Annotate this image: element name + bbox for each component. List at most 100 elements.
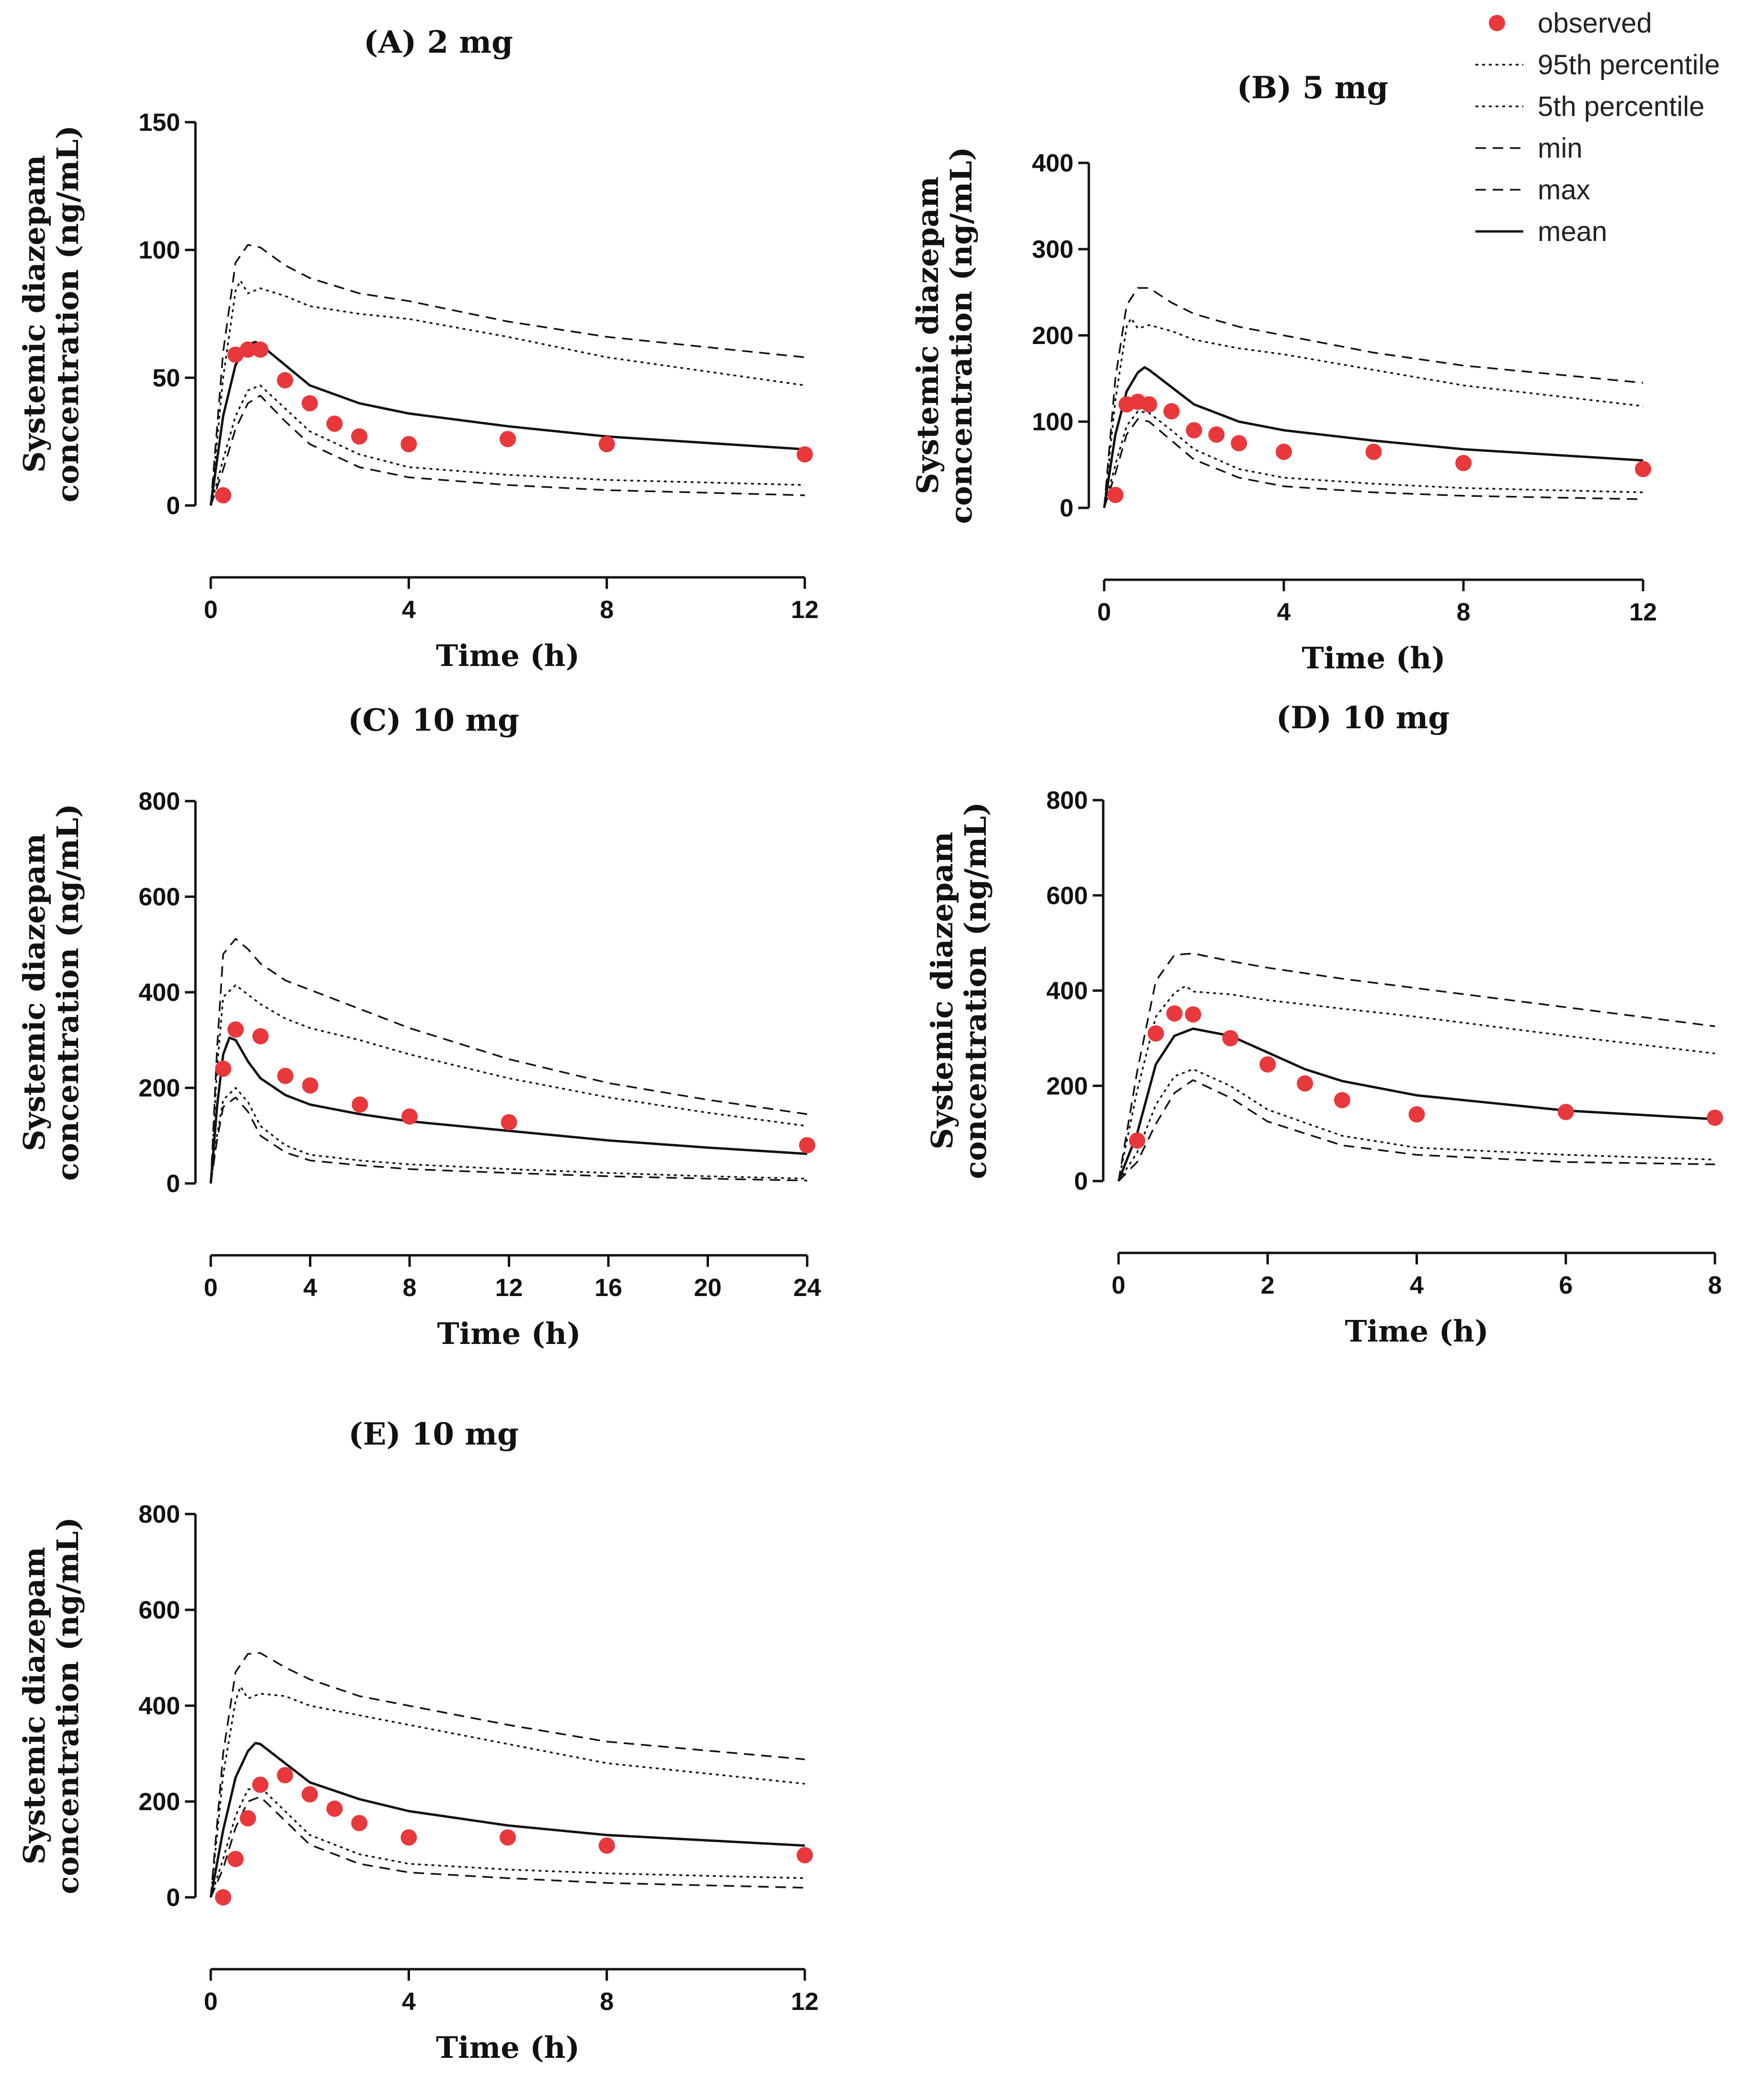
series-mean — [209, 341, 805, 506]
series-5th-percentile — [1118, 1068, 1715, 1182]
x-axis-label: Time (h) — [436, 2030, 580, 2065]
panel-a: (A) 2 mg 0 50 100 150 0 4 8 12 Time (h) Systemic d… — [17, 24, 819, 673]
x-tick-label: 4 — [402, 1988, 416, 2016]
observed-point — [1259, 1056, 1276, 1073]
observed-point — [1557, 1103, 1574, 1120]
y-tick-label: 600 — [138, 1596, 180, 1624]
y-axis-label-line1: Systemic diazepam — [17, 1547, 52, 1864]
legend-label-observed: observed — [1538, 8, 1652, 39]
panel-title: (D) 10 mg — [1276, 700, 1450, 736]
series-min — [1118, 1079, 1715, 1182]
panel-title: (A) 2 mg — [364, 24, 513, 60]
legend-item-observed: observed — [1489, 8, 1652, 39]
x-tick-label: 8 — [600, 596, 614, 624]
y-axis-label-line2: concentration (ng/mL) — [944, 147, 979, 524]
observed-point — [1163, 403, 1180, 420]
x-axis-label: Time (h) — [437, 1316, 581, 1351]
x-tick-label: 0 — [204, 1274, 218, 1302]
legend-label-p5: 5th percentile — [1538, 91, 1704, 122]
observed-point — [351, 428, 367, 445]
series-max — [1118, 952, 1715, 1182]
x-tick-label: 0 — [1112, 1272, 1126, 1299]
series-mean — [209, 1036, 808, 1184]
observed-point — [227, 1021, 244, 1038]
x-tick-label: 4 — [402, 596, 416, 624]
observed-point — [500, 431, 516, 448]
observed-point — [277, 372, 293, 389]
series-mean — [209, 1742, 805, 1898]
observed-point — [799, 1137, 815, 1154]
observed-point — [797, 446, 813, 463]
x-tick-label: 8 — [1457, 598, 1471, 626]
observed-point — [1186, 422, 1202, 438]
y-axis-label-line1: Systemic diazepam — [910, 176, 945, 494]
x-tick-label: 8 — [1708, 1272, 1722, 1299]
observed-point — [401, 1108, 418, 1125]
panel-title: (C) 10 mg — [348, 702, 519, 738]
x-axis-label: Time (h) — [1345, 1314, 1488, 1349]
y-tick-label: 0 — [1074, 1168, 1088, 1195]
legend-label-min: min — [1538, 133, 1582, 164]
series-min — [210, 394, 805, 506]
x-tick-label: 12 — [791, 1988, 819, 2016]
x-tick-label: 12 — [791, 596, 819, 624]
observed-point — [301, 395, 318, 412]
y-tick-label: 0 — [166, 1170, 180, 1198]
series-max — [210, 244, 805, 506]
panel-e: (E) 10 mg 0 200 400 600 800 0 4 8 12 Time (h) Syste… — [17, 1416, 819, 2065]
panel-title: (B) 5 mg — [1237, 70, 1388, 106]
y-tick-label: 400 — [1032, 149, 1074, 177]
x-tick-label: 4 — [1410, 1272, 1424, 1299]
series-min — [210, 1796, 805, 1898]
x-tick-label: 16 — [594, 1274, 622, 1302]
y-tick-label: 400 — [138, 979, 180, 1007]
observed-point — [797, 1847, 813, 1863]
observed-point — [1297, 1075, 1314, 1092]
observed-point — [1166, 1005, 1183, 1022]
y-tick-label: 150 — [138, 109, 180, 137]
series-max — [1103, 287, 1644, 508]
observed-point — [400, 436, 417, 452]
legend: observed 95th percentile 5th percentile min… — [1475, 8, 1720, 247]
x-tick-label: 12 — [1629, 598, 1657, 626]
observed-point — [277, 1767, 293, 1783]
observed-point — [351, 1815, 367, 1831]
y-tick-label: 600 — [1046, 882, 1088, 910]
y-tick-label: 200 — [138, 1075, 180, 1102]
observed-point — [240, 341, 256, 358]
legend-item-mean: mean — [1475, 216, 1607, 247]
legend-label-max: max — [1538, 174, 1590, 206]
observed-point — [240, 1810, 256, 1826]
series-95th-percentile — [210, 279, 805, 506]
observed-point — [1231, 435, 1247, 451]
y-tick-label: 600 — [138, 884, 180, 911]
y-tick-label: 300 — [1032, 236, 1074, 264]
observed-point — [1141, 396, 1157, 413]
observed-point — [277, 1067, 294, 1084]
y-axis-label-line1: Systemic diazepam — [925, 832, 959, 1149]
x-tick-label: 0 — [204, 596, 218, 624]
legend-label-p95: 95th percentile — [1538, 49, 1720, 80]
observed-point — [1365, 444, 1382, 460]
observed-point — [252, 1028, 269, 1044]
observed-point — [215, 1889, 231, 1905]
y-tick-label: 50 — [152, 364, 180, 392]
x-tick-label: 12 — [495, 1274, 523, 1302]
observed-point — [598, 1837, 615, 1854]
legend-item-p95: 95th percentile — [1475, 49, 1720, 80]
observed-point — [1455, 455, 1472, 471]
panel-b: (B) 5 mg 0 100 200 300 400 0 4 8 12 Time (h) System… — [910, 70, 1657, 676]
observed-point — [326, 1801, 343, 1817]
y-tick-label: 100 — [138, 237, 180, 264]
observed-point — [1222, 1030, 1239, 1046]
observed-point — [301, 1786, 318, 1802]
observed-point — [1107, 487, 1124, 503]
observed-point — [227, 1851, 244, 1867]
observed-point — [302, 1077, 319, 1094]
observed-point — [252, 341, 269, 358]
x-tick-label: 4 — [303, 1274, 317, 1302]
observed-point — [400, 1829, 417, 1846]
x-tick-label: 24 — [793, 1274, 821, 1302]
series-max — [210, 938, 808, 1184]
